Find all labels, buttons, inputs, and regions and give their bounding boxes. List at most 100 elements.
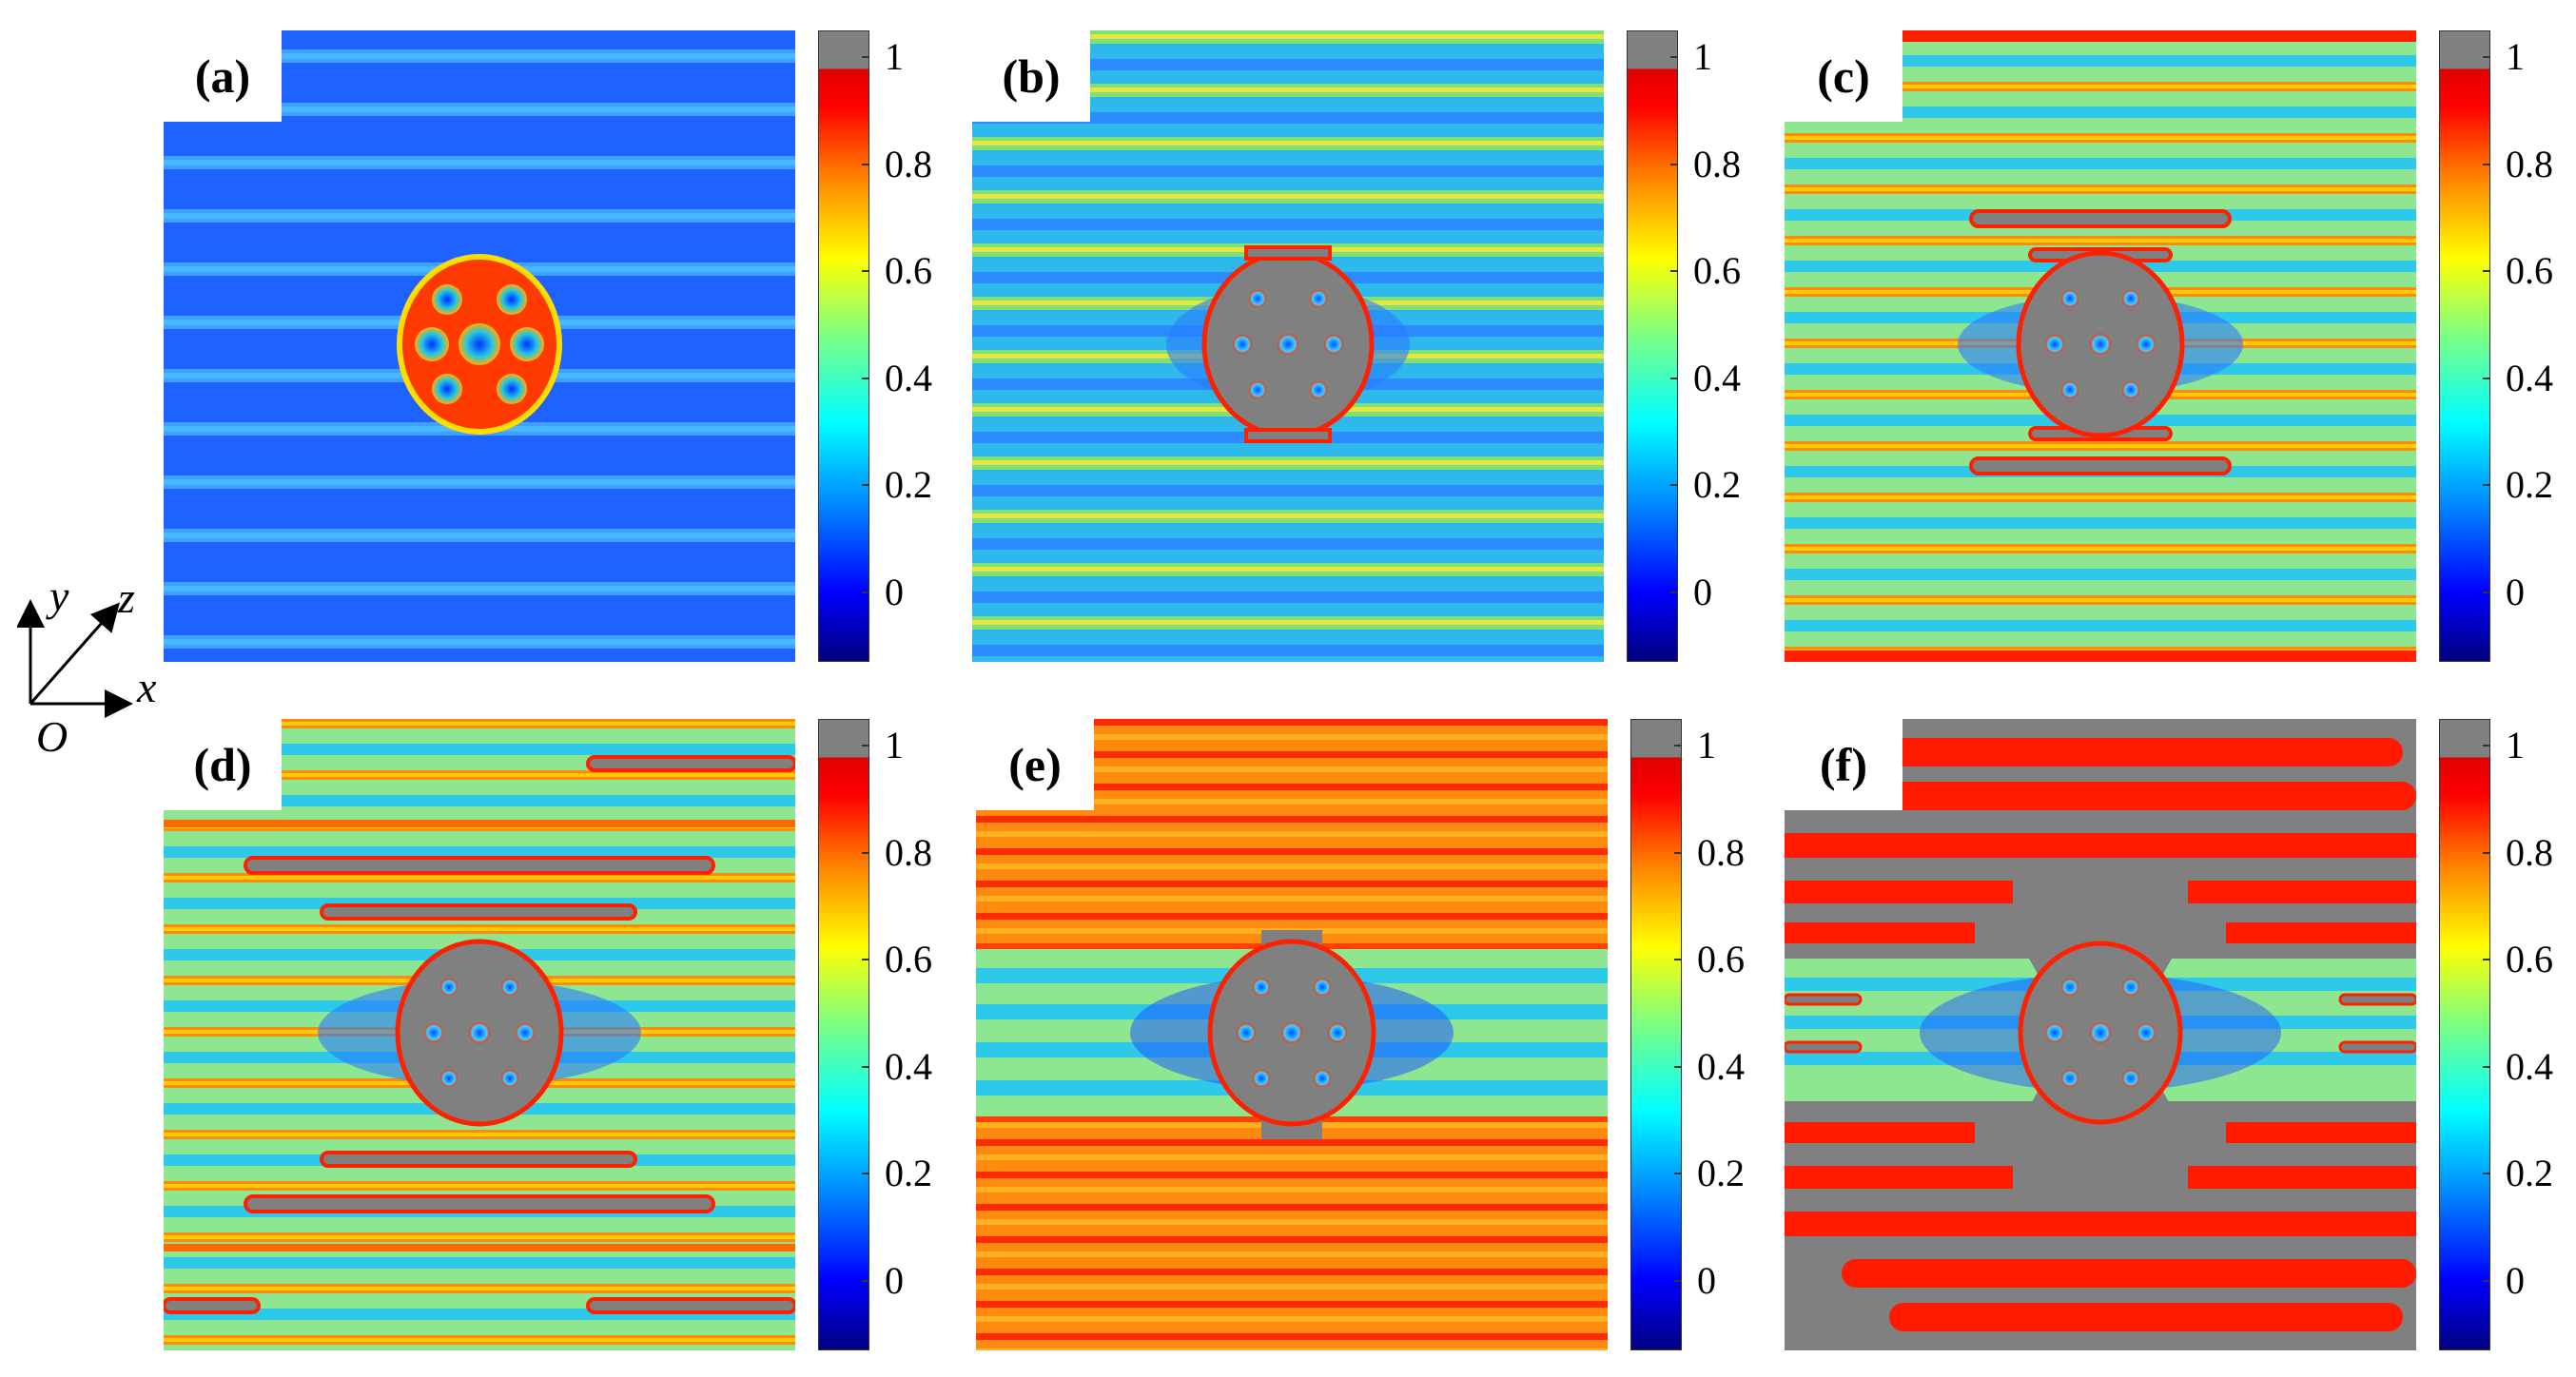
colorbar-tick-label: 0.4 [885, 356, 932, 399]
colorbar-tickmark [2483, 56, 2490, 59]
coordinate-axes: y z x O [16, 571, 179, 770]
colorbar-tickmark [1674, 1173, 1682, 1175]
colorbar-tickmark [1670, 56, 1678, 59]
panel-e: (e) [976, 719, 1608, 1350]
colorbar-tickmark [862, 1279, 869, 1282]
colorbar-tick-label: 0.8 [1697, 830, 1745, 874]
colorbar-tickmark [1674, 851, 1682, 854]
axis-origin-label: O [36, 712, 68, 761]
colorbar-tick-label: 0.2 [1697, 1152, 1745, 1195]
panel-d: (d) [164, 719, 795, 1350]
panel-f-plot [1785, 719, 2416, 1350]
colorbar-tickmark [2483, 959, 2490, 961]
colorbar-tickmark [862, 745, 869, 747]
colorbar-tickmark [862, 851, 869, 854]
colorbar-tick-label: 0.8 [2506, 142, 2553, 185]
colorbar-tickmark [2483, 377, 2490, 379]
colorbar-tickmark [862, 959, 869, 961]
panel-d-label: (d) [164, 719, 282, 810]
panel-c: (c) [1785, 30, 2416, 662]
colorbar-tickmark [862, 1173, 869, 1175]
colorbar-tick-label: 0.4 [885, 1044, 932, 1088]
colorbar-tick-label: 0 [885, 570, 904, 613]
panel-c-plot [1785, 30, 2416, 662]
colorbar-tick-label: 0.4 [1697, 1044, 1745, 1088]
panel-a-label: (a) [164, 30, 282, 122]
colorbar-f [2439, 719, 2490, 1350]
panel-c-label: (c) [1785, 30, 1903, 122]
colorbar-tick-label: 0.8 [885, 830, 932, 874]
panel-a: (a) [164, 30, 795, 662]
panel-d-plot [164, 719, 795, 1350]
colorbar-tick-label: 0.6 [2506, 249, 2553, 293]
colorbar-tickmark [2483, 484, 2490, 487]
colorbar-e [1630, 719, 1682, 1350]
colorbar-tick-label: 0.6 [1693, 249, 1741, 293]
colorbar-tickmark [862, 1065, 869, 1068]
colorbar-tickmark [1674, 1065, 1682, 1068]
colorbar-tick-label: 0 [1697, 1258, 1716, 1302]
colorbar-tickmark [1670, 591, 1678, 593]
colorbar-tickmark [862, 270, 869, 273]
colorbar-tick-label: 0.8 [885, 142, 932, 185]
colorbar-tick-label: 0 [2506, 570, 2525, 613]
colorbar-tickmark [1674, 745, 1682, 747]
panel-b-plot [972, 30, 1604, 662]
axis-label-x: x [137, 663, 157, 711]
colorbar-tickmark [862, 56, 869, 59]
colorbar-tickmark [862, 377, 869, 379]
colorbar-tick-label: 0.8 [1693, 142, 1741, 185]
colorbar-tick-label: 0 [2506, 1258, 2525, 1302]
colorbar-tick-label: 0 [885, 1258, 904, 1302]
panel-e-plot [976, 719, 1608, 1350]
colorbar-tickmark [2483, 745, 2490, 747]
colorbar-tickmark [1670, 270, 1678, 273]
panel-f-label: (f) [1785, 719, 1903, 810]
colorbar-tick-label: 0 [1693, 570, 1712, 613]
colorbar-tick-label: 0.2 [2506, 463, 2553, 507]
colorbar-tick-label: 0.6 [885, 938, 932, 981]
colorbar-tickmark [2483, 1065, 2490, 1068]
colorbar-tickmark [862, 163, 869, 165]
colorbar-tick-label: 1 [1693, 35, 1712, 79]
colorbar-c [2439, 30, 2490, 662]
colorbar-tick-label: 0.4 [2506, 356, 2553, 399]
colorbar-tickmark [2483, 851, 2490, 854]
panel-a-plot [164, 30, 795, 662]
colorbar-tick-label: 0.6 [885, 249, 932, 293]
colorbar-tick-label: 0.2 [2506, 1152, 2553, 1195]
colorbar-tick-label: 0.6 [2506, 938, 2553, 981]
colorbar-tickmark [1674, 1279, 1682, 1282]
colorbar-tick-label: 1 [885, 724, 904, 767]
colorbar-tickmark [2483, 163, 2490, 165]
colorbar-tickmark [862, 591, 869, 593]
colorbar-b [1627, 30, 1678, 662]
colorbar-tickmark [2483, 270, 2490, 273]
colorbar-tickmark [1674, 959, 1682, 961]
colorbar-tickmark [2483, 591, 2490, 593]
colorbar-tickmark [1670, 163, 1678, 165]
colorbar-tick-label: 0.2 [1693, 463, 1741, 507]
colorbar-tick-label: 1 [885, 35, 904, 79]
colorbar-a [818, 30, 869, 662]
axes-arrows-icon [16, 599, 133, 718]
panel-b: (b) [972, 30, 1604, 662]
colorbar-tick-label: 0.4 [1693, 356, 1741, 399]
colorbar-tick-label: 1 [2506, 35, 2525, 79]
colorbar-d [818, 719, 869, 1350]
colorbar-tickmark [1670, 484, 1678, 487]
colorbar-tick-label: 1 [2506, 724, 2525, 767]
panel-e-label: (e) [976, 719, 1094, 810]
colorbar-tick-label: 1 [1697, 724, 1716, 767]
axis-label-y: y [49, 572, 69, 620]
colorbar-tickmark [1670, 377, 1678, 379]
colorbar-tick-label: 0.2 [885, 1152, 932, 1195]
panel-f: (f) [1785, 719, 2416, 1350]
colorbar-tick-label: 0.6 [1697, 938, 1745, 981]
colorbar-tickmark [2483, 1279, 2490, 1282]
panel-b-label: (b) [972, 30, 1090, 122]
colorbar-tickmark [2483, 1173, 2490, 1175]
axis-label-z: z [118, 573, 135, 622]
colorbar-tickmark [862, 484, 869, 487]
